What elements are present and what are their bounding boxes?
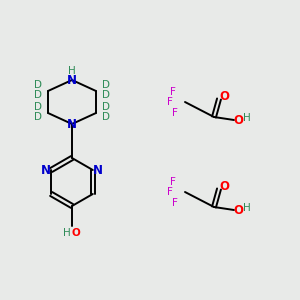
Text: D: D bbox=[102, 112, 110, 122]
Text: N: N bbox=[67, 74, 77, 86]
Text: F: F bbox=[170, 177, 176, 187]
Text: F: F bbox=[167, 187, 173, 197]
Text: O: O bbox=[233, 113, 243, 127]
Text: H: H bbox=[243, 113, 251, 123]
Text: O: O bbox=[219, 179, 229, 193]
Text: D: D bbox=[34, 102, 42, 112]
Text: H: H bbox=[68, 66, 76, 76]
Text: F: F bbox=[170, 87, 176, 97]
Text: N: N bbox=[67, 118, 77, 130]
Text: D: D bbox=[102, 90, 110, 100]
Text: N: N bbox=[93, 164, 103, 176]
Text: N: N bbox=[41, 164, 51, 176]
Text: D: D bbox=[34, 90, 42, 100]
Text: D: D bbox=[34, 112, 42, 122]
Text: D: D bbox=[34, 80, 42, 90]
Text: H: H bbox=[243, 203, 251, 213]
Text: D: D bbox=[102, 80, 110, 90]
Text: F: F bbox=[167, 97, 173, 107]
Text: D: D bbox=[102, 102, 110, 112]
Text: F: F bbox=[172, 108, 178, 118]
Text: O: O bbox=[233, 203, 243, 217]
Text: F: F bbox=[172, 198, 178, 208]
Text: H: H bbox=[63, 228, 71, 238]
Text: O: O bbox=[72, 228, 80, 238]
Text: O: O bbox=[219, 89, 229, 103]
